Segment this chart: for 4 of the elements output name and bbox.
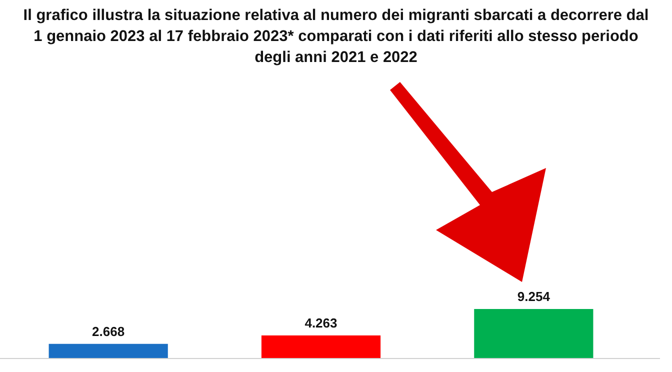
chart-title: Il grafico illustra la situazione relativa al numero dei migranti sbarcati a decorrere dal 1 gennaio 2023 al 17 febbraio 2023* comparati con i dati riferiti allo stesso periodo degli anni 2021 e 2022 <box>23 7 649 66</box>
data-label: 9.254 <box>517 289 551 304</box>
data-label: 2.668 <box>92 324 125 339</box>
data-label: 4.263 <box>304 315 338 330</box>
